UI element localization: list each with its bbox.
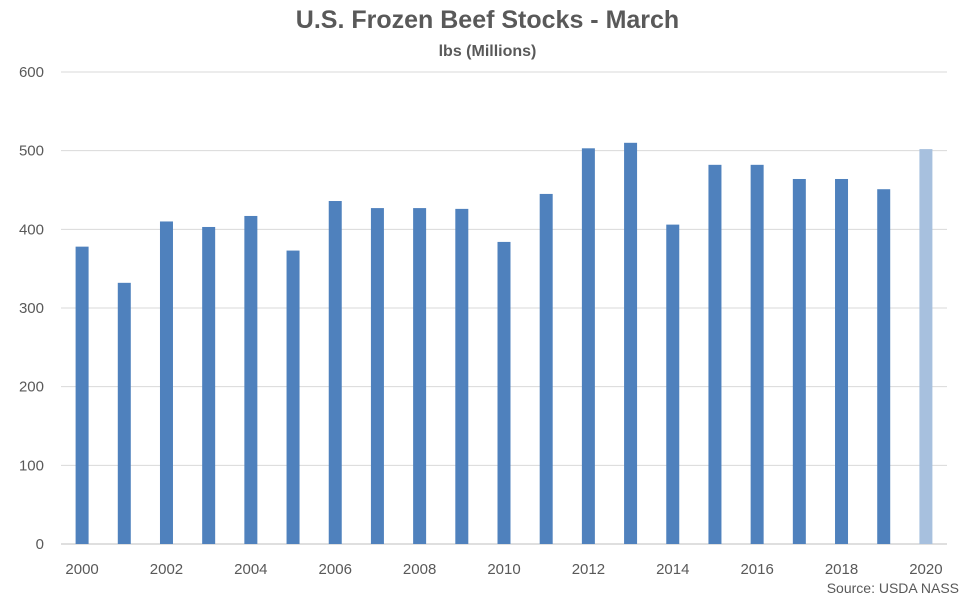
- bar-2010: [497, 241, 511, 545]
- x-tick-label: 2002: [150, 561, 183, 578]
- bar-2001: [117, 282, 131, 544]
- bar-2006: [328, 201, 342, 544]
- y-tick-label: 100: [19, 457, 44, 474]
- y-tick-label: 500: [19, 143, 44, 160]
- y-tick-label: 0: [36, 536, 44, 553]
- bar-2015: [708, 164, 722, 544]
- x-tick-label: 2014: [656, 561, 689, 578]
- bar-2002: [159, 221, 173, 544]
- bar-2009: [455, 208, 469, 544]
- bar-2004: [244, 215, 258, 544]
- y-tick-label: 600: [19, 64, 44, 81]
- y-tick-label: 200: [19, 379, 44, 396]
- bar-2008: [413, 208, 427, 545]
- chart-subtitle: lbs (Millions): [438, 43, 537, 60]
- bar-2000: [75, 246, 89, 544]
- bar-2019: [877, 189, 891, 545]
- bar-2016: [750, 164, 764, 544]
- bar-2005: [286, 250, 300, 544]
- x-tick-label: 2008: [403, 561, 436, 578]
- bar-2012: [581, 148, 595, 544]
- bar-2017: [792, 178, 806, 544]
- x-tick-label: 2010: [487, 561, 520, 578]
- bar-2020: [919, 149, 933, 545]
- x-tick-label: 2004: [234, 561, 267, 578]
- chart-title: U.S. Frozen Beef Stocks - March: [295, 6, 680, 34]
- bar-2018: [835, 178, 849, 544]
- x-tick-label: 2000: [65, 561, 98, 578]
- x-tick-label: 2018: [825, 561, 858, 578]
- bar-2007: [370, 208, 384, 545]
- bar-2013: [624, 142, 638, 545]
- x-tick-label: 2016: [740, 561, 773, 578]
- bar-2003: [202, 226, 216, 544]
- bar-2014: [666, 224, 680, 544]
- x-tick-label: 2006: [319, 561, 352, 578]
- x-tick-label: 2020: [909, 561, 942, 578]
- y-tick-label: 400: [19, 221, 44, 238]
- x-tick-label: 2012: [572, 561, 605, 578]
- source-note: Source: USDA NASS: [826, 580, 959, 596]
- bar-2011: [539, 193, 553, 544]
- y-tick-label: 300: [19, 300, 44, 317]
